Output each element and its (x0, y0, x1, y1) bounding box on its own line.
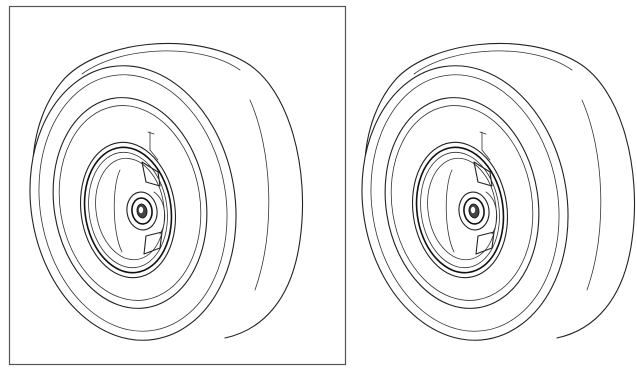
wheel-illustration-right (341, 42, 636, 357)
wheel-illustration-left (9, 42, 304, 357)
figure-frame (8, 5, 347, 366)
